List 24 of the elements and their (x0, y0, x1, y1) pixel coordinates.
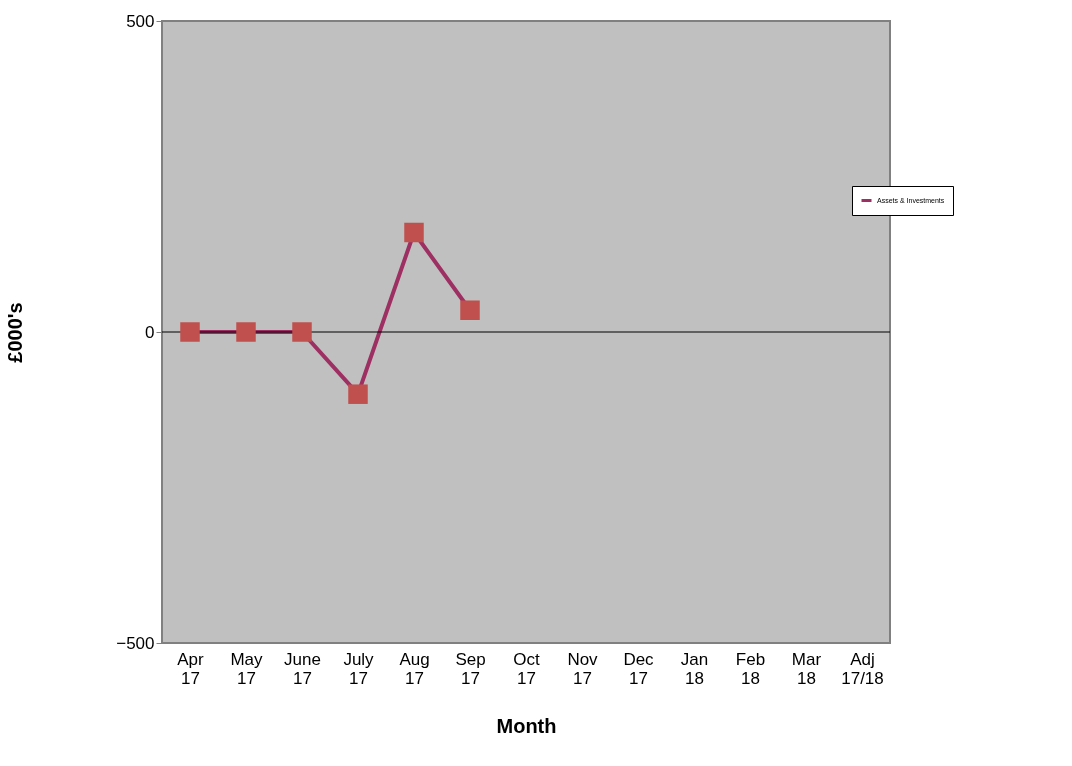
x-tick-label: July 17 (343, 649, 375, 688)
y-axis-title: £000's (4, 302, 27, 363)
x-tick-label: May 17 (230, 649, 264, 688)
x-tick-label: Mar 18 (791, 649, 822, 688)
point (236, 322, 256, 342)
point (348, 384, 368, 404)
x-tick-label: Sep 17 (455, 649, 486, 688)
y-tick-label: 0 (145, 322, 155, 342)
x-tick-label: Jan 18 (680, 649, 709, 688)
x-tick-label: Oct 17 (513, 649, 540, 688)
x-tick-label: Feb 18 (735, 649, 766, 688)
x-tick-label: Aug 17 (399, 649, 430, 688)
y-tick-label: 500 (126, 11, 155, 31)
y-tick-label: −500 (116, 633, 155, 653)
x-tick-label: June 17 (284, 649, 321, 688)
point (292, 322, 312, 342)
x-tick-label: Nov 17 (567, 649, 599, 688)
point (180, 322, 200, 342)
x-tick-label: Dec 17 (623, 649, 655, 688)
point (460, 300, 480, 320)
point (404, 222, 424, 243)
x-axis-title: Month (496, 714, 557, 737)
x-tick-label: Apr 17 (177, 649, 205, 688)
x-tick-label: Adj 17/18 (841, 649, 884, 688)
